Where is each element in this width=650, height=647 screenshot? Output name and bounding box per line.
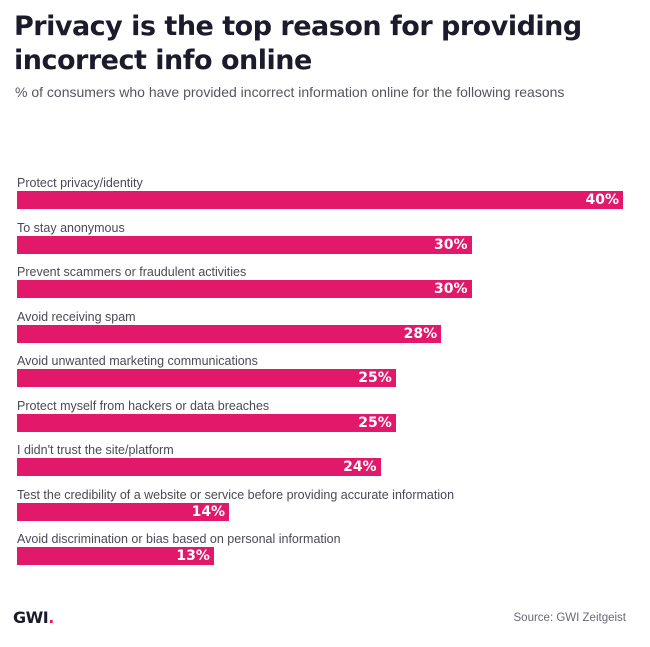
bar [17, 280, 472, 298]
category-label: Avoid unwanted marketing communications [17, 354, 258, 368]
value-label: 25% [358, 414, 392, 431]
bar [17, 324, 442, 343]
category-label: I didn't trust the site/platform [17, 443, 174, 457]
bar [17, 235, 472, 254]
category-label: Protect privacy/identity [17, 176, 143, 190]
chart-subtitle: % of consumers who have provided incorre… [15, 84, 565, 100]
bar [17, 413, 396, 432]
category-label: To stay anonymous [17, 220, 125, 235]
category-label: Protect myself from hackers or data brea… [17, 398, 270, 413]
logo-text: GWI [13, 608, 49, 627]
value-label: 24% [343, 459, 377, 475]
category-label: Test the credibility of a website or ser… [17, 487, 455, 502]
value-label: 13% [176, 548, 210, 564]
bar [17, 547, 214, 565]
value-label: 28% [403, 325, 438, 342]
bar [17, 502, 230, 521]
chart-title: Privacy is the top reason for providing … [14, 11, 582, 76]
gwi-logo: GWI. [13, 608, 54, 627]
category-label: Prevent scammers or fraudulent activitie… [17, 265, 247, 279]
value-label: 30% [433, 281, 468, 297]
value-label: 14% [191, 503, 226, 520]
category-label: Avoid receiving spam [17, 309, 136, 324]
logo-dot: . [48, 608, 54, 627]
bar [17, 458, 381, 476]
source-note: Source: GWI Zeitgeist [513, 612, 626, 624]
category-label: Avoid discrimination or bias based on pe… [17, 532, 341, 546]
value-label: 25% [358, 370, 392, 386]
bar-chart: Protect privacy/identity 40% To stay anony… [0, 170, 650, 590]
bar [17, 369, 396, 387]
value-label: 40% [585, 192, 619, 208]
value-label: 30% [433, 236, 468, 253]
bar [17, 191, 623, 209]
